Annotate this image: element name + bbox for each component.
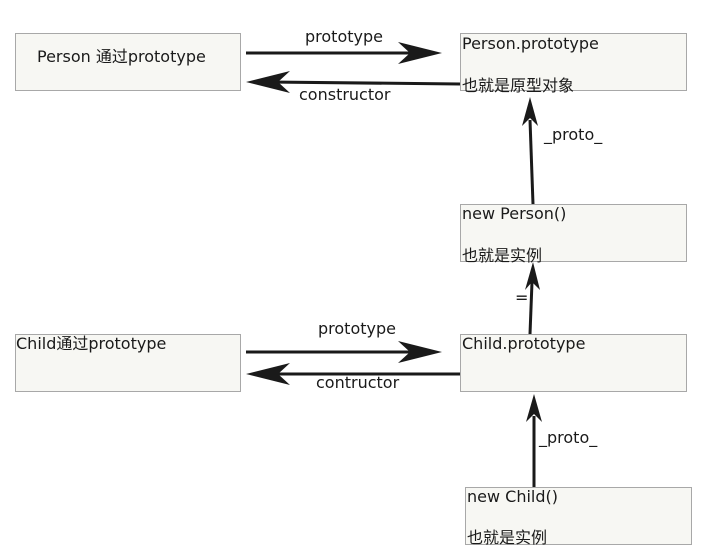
new-child-subtitle: 也就是实例 (467, 529, 547, 547)
person-prototype-subtitle: 也就是原型对象 (462, 77, 574, 95)
equals-label: = (515, 289, 528, 307)
person-prototype-node: Person.prototype 也就是原型对象 (460, 33, 687, 91)
person-prototype-label: prototype (305, 28, 383, 46)
person-node: Person 通过prototype (15, 33, 241, 91)
arrow-new-person-proto (522, 97, 538, 204)
new-person-title: new Person() (462, 205, 566, 223)
child-prototype-node: Child.prototype (460, 334, 687, 392)
new-child-title: new Child() (467, 488, 558, 506)
child-node: Child通过prototype (15, 334, 241, 392)
new-person-node: new Person() 也就是实例 (460, 204, 687, 262)
person-proto-label: _proto_ (544, 126, 602, 144)
child-constructor-label: contructor (316, 374, 399, 392)
person-constructor-label: constructor (299, 86, 391, 104)
person-prototype-title: Person.prototype (462, 35, 599, 53)
child-prototype-title: Child.prototype (462, 335, 585, 353)
person-node-title: Person 通过prototype (37, 48, 206, 66)
new-person-subtitle: 也就是实例 (462, 247, 542, 265)
arrow-child-prototype (246, 341, 442, 363)
child-proto-label: _proto_ (539, 429, 597, 447)
child-node-title: Child通过prototype (16, 335, 166, 353)
new-child-node: new Child() 也就是实例 (465, 487, 692, 545)
child-prototype-label: prototype (318, 320, 396, 338)
